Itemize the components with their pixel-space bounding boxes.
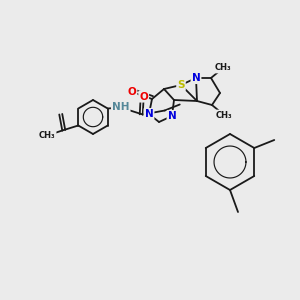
Text: NH: NH	[112, 103, 130, 112]
Text: N: N	[168, 111, 176, 121]
Text: CH₃: CH₃	[215, 64, 231, 73]
Text: CH₃: CH₃	[39, 131, 56, 140]
Text: N: N	[145, 109, 153, 119]
Text: O: O	[128, 87, 136, 97]
Text: O: O	[139, 92, 148, 101]
Text: S: S	[177, 80, 185, 90]
Text: CH₃: CH₃	[216, 110, 232, 119]
Text: N: N	[192, 73, 200, 83]
